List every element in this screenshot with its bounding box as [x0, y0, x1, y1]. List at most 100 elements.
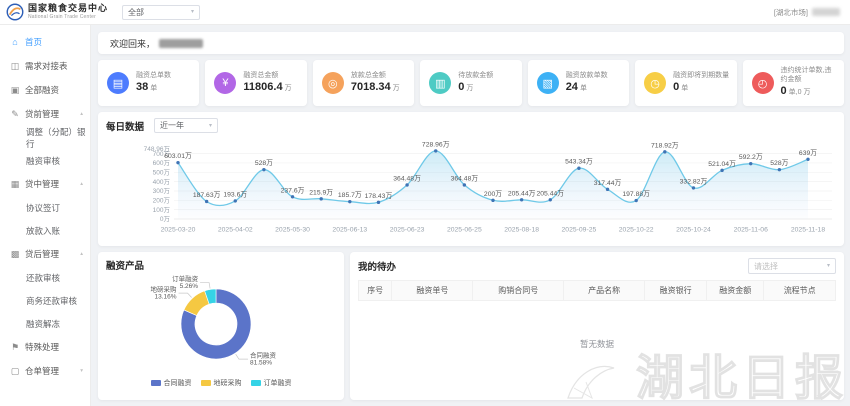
top-header: 国家粮食交易中心 National Grain Trade Center 全部 … — [0, 0, 850, 25]
market-filter-select[interactable]: 全部 ▾ — [122, 4, 201, 20]
col-serial: 序号 — [357, 280, 393, 301]
svg-text:2025-10-24: 2025-10-24 — [676, 227, 711, 234]
sidebar-group-warehouse-receipt[interactable]: ▢ 仓单管理 ▾ — [0, 359, 90, 383]
svg-text:200万: 200万 — [153, 197, 171, 205]
user-name-redacted[interactable] — [812, 8, 840, 16]
col-amount: 融资金额 — [706, 280, 765, 301]
welcome-banner: 欢迎回来， — [98, 32, 844, 54]
legend-swatch — [250, 380, 261, 386]
special-handling-icon: ⚑ — [10, 341, 20, 352]
date-range-select[interactable]: 近一年 ▾ — [154, 118, 219, 133]
svg-text:215.9万: 215.9万 — [309, 188, 333, 196]
main-content: 欢迎回来， ▤ 融资总单数 38 单 ¥ 融资总金额 11806.4 万 ◎ 放款总… — [91, 25, 850, 406]
todo-table-header-row: 序号 融资单号 购销合同号 产品名称 融资银行 融资金额 流程节点 — [357, 280, 836, 301]
svg-text:200万: 200万 — [484, 190, 502, 198]
legend-swatch — [150, 380, 161, 386]
stat-value: 0 — [780, 85, 787, 98]
svg-text:5.26%: 5.26% — [180, 283, 199, 290]
svg-text:400万: 400万 — [153, 178, 171, 186]
svg-text:2025-06-13: 2025-06-13 — [332, 227, 367, 234]
svg-text:地磅采购: 地磅采购 — [151, 285, 178, 294]
sidebar-item-business-repay-review[interactable]: 商务还款审核 — [0, 289, 90, 312]
sidebar-item-loan-entry[interactable]: 放款入账 — [0, 219, 90, 242]
sidebar-item-label: 融资审核 — [26, 155, 61, 166]
sidebar-item-demand-table[interactable]: ◫ 需求对接表 — [0, 54, 90, 78]
chevron-down-icon: ▾ — [80, 368, 83, 374]
sidebar-item-repay-review[interactable]: 还款审核 — [0, 266, 90, 289]
financing-products-title: 融资产品 — [106, 261, 145, 272]
sidebar-item-home[interactable]: ⌂ 首页 — [0, 30, 90, 54]
svg-text:合同融资: 合同融资 — [250, 351, 276, 360]
stat-card-financing-total-count: ▤ 融资总单数 38 单 — [98, 60, 200, 106]
svg-text:500万: 500万 — [153, 168, 171, 176]
sidebar-item-label: 融资解冻 — [26, 318, 61, 329]
grain-center-logo-icon — [6, 3, 24, 21]
sidebar-group-label: 贷前管理 — [25, 109, 60, 119]
svg-text:185.7万: 185.7万 — [338, 191, 362, 199]
chevron-down-icon: ▾ — [826, 263, 830, 269]
svg-text:592.2万: 592.2万 — [739, 153, 763, 161]
chevron-up-icon: ▴ — [80, 251, 83, 257]
svg-text:2025-11-06: 2025-11-06 — [734, 227, 768, 234]
sidebar-group-post-loan[interactable]: ▩ 贷后管理 ▴ — [0, 242, 90, 266]
col-process-node: 流程节点 — [763, 280, 836, 301]
sidebar-item-label: 放款入账 — [26, 225, 61, 236]
pre-loan-icon: ✎ — [11, 108, 19, 119]
empty-state-text: 暂无数据 — [579, 338, 614, 349]
svg-text:2025-10-22: 2025-10-22 — [619, 227, 654, 234]
svg-text:748.96万: 748.96万 — [144, 145, 171, 153]
col-contract-no: 购销合同号 — [472, 280, 565, 301]
stat-label: 融资总单数 — [136, 71, 171, 79]
sidebar-item-agreement-sign[interactable]: 协议签订 — [0, 196, 90, 219]
sidebar-item-label: 商务还款审核 — [26, 295, 78, 306]
sidebar-item-financing-review[interactable]: 融资审核 — [0, 149, 90, 172]
chevron-up-icon: ▴ — [80, 181, 83, 187]
default-stats-icon: ◴ — [751, 72, 774, 94]
market-filter-value: 全部 — [128, 7, 145, 17]
legend-item-contract-financing[interactable]: 合同融资 — [150, 378, 192, 388]
sidebar-item-label: 需求对接表 — [25, 61, 68, 71]
financing-amount-icon: ¥ — [214, 72, 237, 94]
legend-label: 合同融资 — [163, 380, 192, 387]
legend-item-order-financing[interactable]: 订单融资 — [250, 378, 292, 388]
sidebar-item-special-handling[interactable]: ⚑ 特殊处理 — [0, 335, 90, 359]
stat-unit: 单 — [681, 85, 689, 93]
stats-row: ▤ 融资总单数 38 单 ¥ 融资总金额 11806.4 万 ◎ 放款总金额 701… — [98, 60, 844, 106]
legend-swatch — [200, 380, 211, 386]
svg-text:364.48万: 364.48万 — [451, 174, 479, 182]
sidebar-item-label: 调整（分配）银行 — [26, 126, 86, 149]
svg-text:528万: 528万 — [255, 159, 273, 167]
col-bank: 融资银行 — [644, 280, 708, 301]
sidebar-group-mid-loan[interactable]: ▦ 贷中管理 ▴ — [0, 172, 90, 196]
sidebar-group-pre-loan[interactable]: ✎ 贷前管理 ▴ — [0, 102, 90, 126]
sidebar-item-label: 首页 — [25, 37, 43, 47]
svg-text:187.63万: 187.63万 — [193, 191, 221, 199]
legend-label: 订单融资 — [263, 380, 292, 387]
daily-data-title: 每日数据 — [106, 121, 145, 133]
svg-text:317.44万: 317.44万 — [594, 179, 622, 187]
svg-text:639万: 639万 — [799, 149, 817, 157]
todo-filter-select[interactable]: 请选择 ▾ — [748, 258, 836, 274]
stat-card-disbursed-count: ▧ 融资放款单数 24 单 — [527, 60, 630, 106]
stat-card-default-stats: ◴ 违约统计单数,违约金额 0 单,0 万 — [742, 60, 844, 106]
stat-value: 38 — [136, 81, 149, 94]
stat-value: 7018.34 — [350, 81, 391, 94]
sidebar-item-all-financing[interactable]: ▣ 全部融资 — [0, 78, 90, 102]
legend-item-weighbridge-purchase[interactable]: 地磅采购 — [200, 378, 242, 388]
svg-text:2025-04-02: 2025-04-02 — [218, 227, 253, 234]
financing-products-card: 融资产品 合同融资 81.58% 地磅采购 13.16% 订单融资 5.26% 合同融资 … — [98, 252, 344, 400]
svg-text:364.48万: 364.48万 — [393, 174, 421, 182]
stat-label: 融资放款单数 — [565, 71, 608, 79]
stat-unit: 万 — [466, 85, 474, 93]
svg-text:528万: 528万 — [770, 159, 788, 167]
my-todo-title: 我的待办 — [358, 262, 397, 273]
stat-unit: 万 — [392, 85, 400, 93]
sidebar-item-adjust-bank[interactable]: 调整（分配）银行 — [0, 126, 90, 149]
svg-text:521.04万: 521.04万 — [708, 160, 736, 168]
stat-unit: 单 — [579, 85, 587, 93]
legend-label: 地磅采购 — [213, 380, 242, 387]
svg-text:2025-08-18: 2025-08-18 — [504, 227, 539, 234]
sidebar-item-financing-unfreeze[interactable]: 融资解冻 — [0, 312, 90, 335]
